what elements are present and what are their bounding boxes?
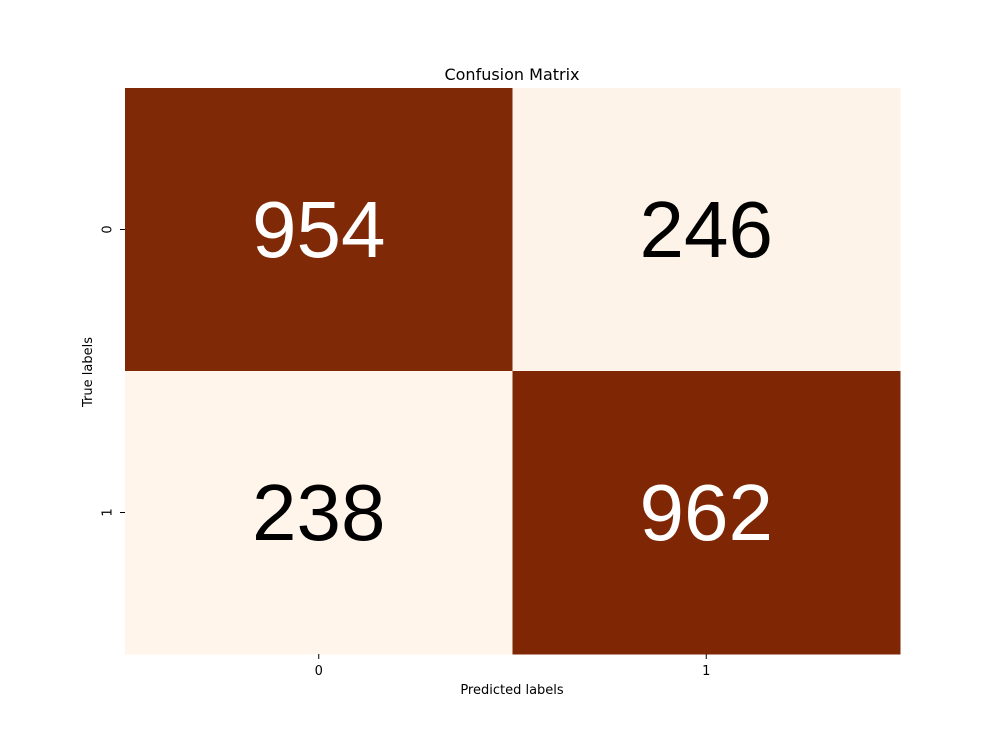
y-tick-label-1: 1 xyxy=(101,508,116,516)
heatmap-cell-labels: 954 246 238 962 xyxy=(252,185,773,557)
y-axis-ticks: 01 xyxy=(101,225,125,517)
x-tick-label-1: 1 xyxy=(702,664,710,679)
heatmap-cell-1-1 xyxy=(512,371,901,655)
heatmap-cell-0-0 xyxy=(125,88,513,372)
heatmap-cell-label-0-1: 246 xyxy=(640,185,773,274)
heatmap-cell-label-0-0: 954 xyxy=(252,185,385,274)
heatmap-cells xyxy=(125,88,901,655)
heatmap-cell-label-1-1: 962 xyxy=(640,468,773,557)
chart-title: Confusion Matrix xyxy=(444,65,579,84)
y-tick-label-0: 0 xyxy=(101,225,116,233)
y-axis-label: True labels xyxy=(81,337,96,408)
heatmap-cell-1-0 xyxy=(125,371,513,655)
heatmap-cell-0-1 xyxy=(512,88,901,372)
heatmap-cell-label-1-0: 238 xyxy=(252,468,385,557)
x-axis-label: Predicted labels xyxy=(460,683,564,698)
x-tick-label-0: 0 xyxy=(315,664,323,679)
